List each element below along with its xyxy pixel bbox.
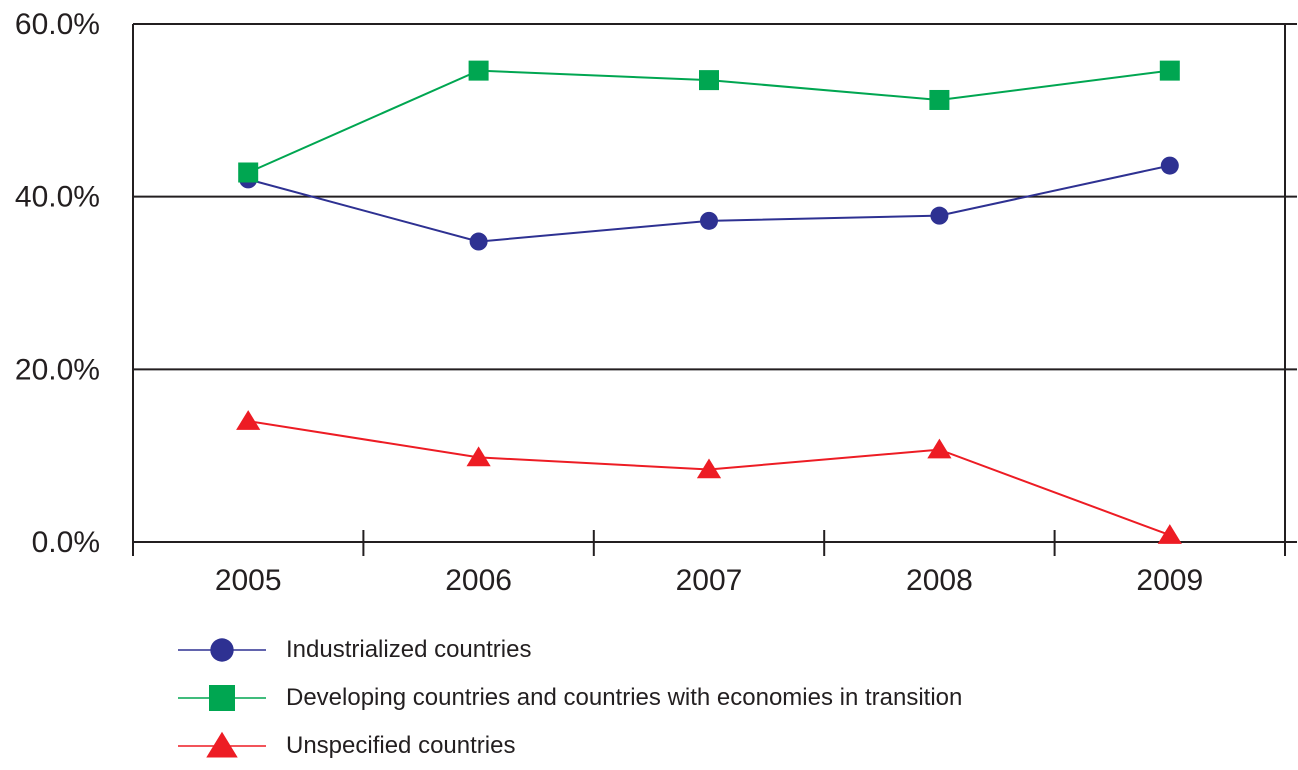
series-line — [247, 164, 1171, 243]
legend-marker — [210, 638, 234, 662]
data-point — [466, 446, 491, 467]
legend-marker — [209, 685, 235, 711]
legend: Industrialized countries Developing count… — [176, 626, 962, 770]
legend-item: Industrialized countries — [176, 626, 962, 674]
legend-swatch-circle — [178, 638, 266, 662]
data-point — [930, 206, 949, 225]
y-tick-label: 40.0% — [15, 181, 100, 214]
legend-label: Developing countries and countries with … — [286, 684, 963, 711]
x-tick-label: 2005 — [215, 564, 282, 597]
grid-lines — [133, 23, 1297, 371]
legend-marker — [206, 731, 238, 758]
data-point — [236, 410, 261, 430]
axes — [132, 23, 1297, 556]
legend-item: Unspecified countries — [176, 722, 962, 770]
legend-swatch-square — [178, 685, 266, 711]
y-tick-label: 0.0% — [32, 526, 100, 559]
data-point — [468, 60, 489, 81]
data-point — [238, 162, 259, 183]
x-tick-label: 2007 — [676, 564, 743, 597]
data-point — [469, 232, 488, 251]
data-point — [700, 211, 718, 230]
y-tick-labels: 0.0% 20.0% 40.0% 60.0% — [15, 8, 100, 559]
data-point — [1159, 60, 1180, 81]
data-point — [927, 438, 952, 459]
y-tick-label: 60.0% — [15, 8, 100, 41]
legend-swatch-triangle — [178, 731, 266, 758]
data-point — [696, 458, 722, 479]
x-tick-label: 2009 — [1136, 564, 1203, 597]
y-tick-label: 20.0% — [15, 353, 100, 386]
legend-label: Industrialized countries — [286, 636, 532, 663]
x-tick-label: 2006 — [445, 564, 512, 597]
line-chart: 0.0% 20.0% 40.0% 60.0% 2005 2006 2007 2008 2009 — [15, 8, 1297, 597]
data-point — [699, 70, 719, 91]
legend-label: Unspecified countries — [286, 732, 516, 759]
data-point — [1157, 524, 1182, 544]
legend-item: Developing countries and countries with … — [176, 674, 962, 722]
series-2 — [238, 60, 1180, 183]
data-point — [929, 89, 950, 110]
data-point — [1160, 156, 1179, 175]
x-tick-label: 2008 — [906, 564, 973, 597]
series-layer — [236, 60, 1182, 544]
x-tick-labels: 2005 2006 2007 2008 2009 — [215, 564, 1203, 597]
series-1 — [239, 156, 1179, 251]
series-3 — [236, 410, 1182, 544]
